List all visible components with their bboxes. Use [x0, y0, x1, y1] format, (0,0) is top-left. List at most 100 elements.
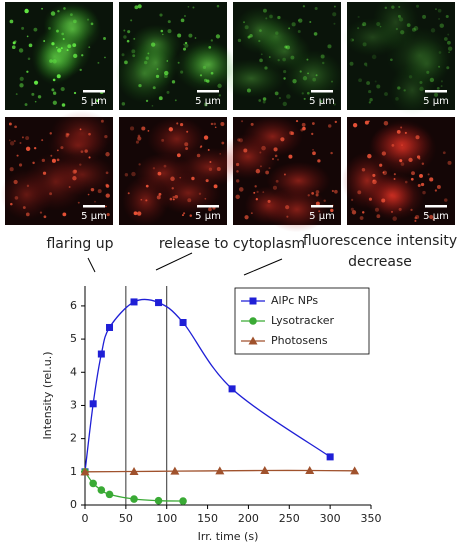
granule — [264, 66, 268, 70]
granule — [331, 80, 333, 83]
granule — [391, 144, 395, 147]
granule — [131, 171, 136, 177]
granule — [218, 94, 221, 97]
granule — [138, 163, 141, 166]
granule — [397, 14, 401, 18]
granule — [317, 159, 321, 163]
granule — [262, 97, 267, 101]
granule — [254, 185, 257, 188]
granule — [393, 173, 396, 176]
granule — [203, 135, 209, 140]
granule — [268, 56, 271, 58]
granule — [208, 46, 212, 49]
granule — [410, 177, 414, 181]
granule — [315, 201, 320, 206]
legend-label: AlPc NPs — [271, 294, 318, 307]
granule — [398, 207, 402, 211]
granule — [282, 57, 286, 62]
granule — [315, 193, 319, 197]
granule — [135, 140, 139, 144]
granule — [283, 70, 287, 74]
y-tick-label: 3 — [70, 398, 77, 411]
granule — [302, 5, 306, 8]
granule — [137, 4, 142, 9]
cell — [368, 119, 437, 177]
granule — [440, 85, 443, 87]
granule — [318, 210, 321, 213]
granule — [301, 92, 304, 95]
granule — [133, 37, 136, 40]
granule — [430, 28, 436, 33]
granule — [130, 19, 133, 22]
granule — [298, 19, 300, 22]
granule — [303, 97, 306, 101]
granule — [136, 211, 142, 216]
granule — [180, 123, 184, 127]
granule — [49, 132, 52, 135]
granule — [283, 77, 286, 80]
granule — [145, 56, 149, 60]
granule — [436, 184, 441, 189]
granule — [267, 199, 271, 203]
granule — [250, 122, 254, 126]
granule — [262, 100, 266, 104]
y-tick-label: 2 — [70, 432, 77, 445]
granule — [292, 79, 297, 84]
granule — [286, 215, 289, 218]
granule — [105, 152, 110, 157]
granule — [307, 194, 310, 197]
granule — [172, 198, 175, 201]
granule — [383, 120, 389, 126]
x-axis-label: Irr. time (s) — [198, 530, 259, 543]
scale-bar-label: 5 µm — [309, 96, 335, 107]
scale-bar — [197, 90, 219, 93]
granule — [382, 171, 385, 174]
granule — [138, 83, 142, 88]
granule — [97, 61, 100, 64]
granule — [213, 184, 218, 189]
granule — [250, 212, 253, 215]
granule — [215, 34, 221, 39]
granule — [259, 151, 262, 154]
granule — [417, 183, 421, 187]
granule — [439, 23, 444, 28]
granule — [437, 8, 442, 13]
granule — [368, 89, 372, 94]
granule — [384, 92, 388, 96]
granule — [126, 39, 130, 43]
granule — [88, 156, 91, 159]
granule — [50, 154, 53, 157]
granule — [87, 193, 90, 196]
granule — [268, 167, 271, 170]
granule — [171, 80, 176, 84]
granule — [80, 150, 84, 154]
marker — [215, 466, 225, 475]
granule — [290, 131, 295, 136]
granule — [105, 205, 107, 208]
granule — [19, 142, 22, 145]
granule — [374, 207, 379, 212]
granule — [88, 132, 91, 136]
scale-bar — [425, 90, 447, 93]
micrograph: 5 µm — [217, 2, 344, 110]
granule — [19, 76, 24, 81]
granule — [364, 62, 368, 66]
granule — [130, 126, 135, 131]
granule — [418, 157, 421, 160]
granule — [156, 68, 159, 70]
granule — [288, 27, 291, 30]
granule — [127, 30, 131, 34]
granule — [414, 219, 417, 222]
granule — [157, 171, 162, 176]
marker — [154, 496, 163, 505]
granule — [33, 146, 37, 150]
cell — [147, 116, 207, 162]
granule — [419, 80, 423, 84]
granule — [364, 120, 369, 125]
granule — [41, 7, 43, 10]
granule — [429, 77, 435, 83]
granule — [81, 54, 84, 57]
micrograph: 5 µm — [0, 110, 116, 225]
granule — [121, 53, 125, 57]
marker — [350, 466, 360, 475]
